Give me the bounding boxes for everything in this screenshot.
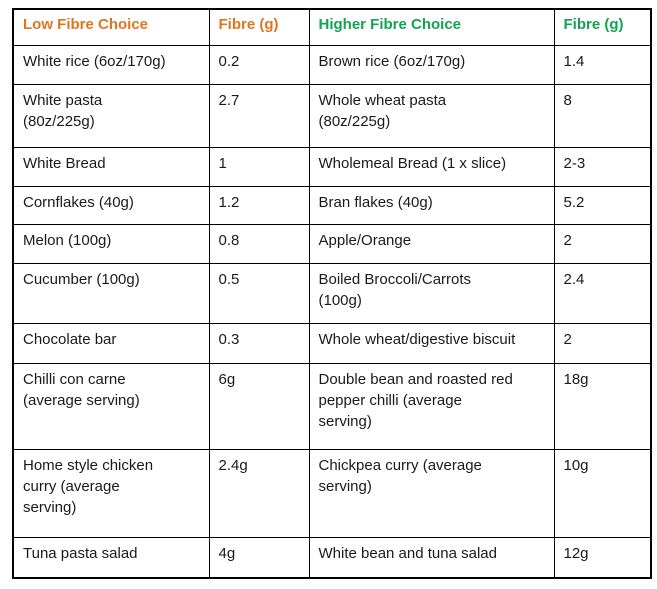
- cell-low-fibre-food: Cornflakes (40g): [12, 185, 210, 225]
- cell-higher-fibre-food: Brown rice (6oz/170g): [308, 44, 555, 85]
- cell-higher-fibre-grams: 8: [553, 83, 652, 148]
- cell-low-fibre-food: Cucumber (100g): [12, 262, 210, 324]
- cell-higher-fibre-food: White bean and tuna salad: [308, 536, 555, 579]
- cell-low-fibre-grams: 6g: [208, 362, 310, 450]
- table-row: Home style chicken curry (average servin…: [12, 448, 652, 538]
- table-row: Chilli con carne (average serving) 6g Doub…: [12, 362, 652, 450]
- header-low-fibre-grams: Fibre (g): [208, 8, 310, 46]
- table-header: Low Fibre Choice Fibre (g) Higher Fibre …: [12, 8, 652, 46]
- cell-low-fibre-grams: 1: [208, 146, 310, 187]
- cell-higher-fibre-grams: 2: [553, 223, 652, 264]
- cell-higher-fibre-food: Chickpea curry (average serving): [308, 448, 555, 538]
- header-low-fibre-choice: Low Fibre Choice: [12, 8, 210, 46]
- cell-low-fibre-food: Chocolate bar: [12, 322, 210, 364]
- cell-low-fibre-food: Home style chicken curry (average servin…: [12, 448, 210, 538]
- cell-low-fibre-grams: 2.4g: [208, 448, 310, 538]
- cell-higher-fibre-grams: 2: [553, 322, 652, 364]
- cell-low-fibre-food: White pasta (80z/225g): [12, 83, 210, 148]
- cell-low-fibre-food: White Bread: [12, 146, 210, 187]
- header-row: Low Fibre Choice Fibre (g) Higher Fibre …: [12, 8, 652, 46]
- cell-higher-fibre-food: Whole wheat pasta (80z/225g): [308, 83, 555, 148]
- cell-higher-fibre-food: Whole wheat/digestive biscuit: [308, 322, 555, 364]
- table-row: Chocolate bar 0.3 Whole wheat/digestive bi…: [12, 322, 652, 364]
- table-row: White pasta (80z/225g) 2.7 Whole wheat pas…: [12, 83, 652, 148]
- cell-low-fibre-food: Chilli con carne (average serving): [12, 362, 210, 450]
- cell-higher-fibre-food: Double bean and roasted red pepper chill…: [308, 362, 555, 450]
- cell-higher-fibre-grams: 10g: [553, 448, 652, 538]
- table-row: Melon (100g) 0.8 Apple/Orange 2: [12, 223, 652, 264]
- cell-higher-fibre-grams: 5.2: [553, 185, 652, 225]
- cell-higher-fibre-grams: 1.4: [553, 44, 652, 85]
- cell-low-fibre-grams: 4g: [208, 536, 310, 579]
- fibre-comparison-table: Low Fibre Choice Fibre (g) Higher Fibre …: [12, 8, 652, 579]
- cell-higher-fibre-food: Wholemeal Bread (1 x slice): [308, 146, 555, 187]
- cell-higher-fibre-food: Boiled Broccoli/Carrots (100g): [308, 262, 555, 324]
- cell-higher-fibre-food: Bran flakes (40g): [308, 185, 555, 225]
- cell-higher-fibre-grams: 12g: [553, 536, 652, 579]
- table-row: Cornflakes (40g) 1.2 Bran flakes (40g) 5.2: [12, 185, 652, 225]
- table-row: Cucumber (100g) 0.5 Boiled Broccoli/Carrot…: [12, 262, 652, 324]
- table-row: White Bread 1 Wholemeal Bread (1 x slice) 2…: [12, 146, 652, 187]
- cell-low-fibre-food: White rice (6oz/170g): [12, 44, 210, 85]
- header-higher-fibre-grams: Fibre (g): [553, 8, 652, 46]
- cell-low-fibre-grams: 0.3: [208, 322, 310, 364]
- table-body: White rice (6oz/170g) 0.2 Brown rice (6oz/…: [12, 44, 652, 579]
- cell-low-fibre-grams: 0.8: [208, 223, 310, 264]
- cell-higher-fibre-grams: 2.4: [553, 262, 652, 324]
- table-row: White rice (6oz/170g) 0.2 Brown rice (6oz/…: [12, 44, 652, 85]
- cell-low-fibre-food: Melon (100g): [12, 223, 210, 264]
- cell-low-fibre-grams: 1.2: [208, 185, 310, 225]
- cell-low-fibre-grams: 0.5: [208, 262, 310, 324]
- cell-low-fibre-grams: 2.7: [208, 83, 310, 148]
- cell-higher-fibre-food: Apple/Orange: [308, 223, 555, 264]
- table-row: Tuna pasta salad 4g White bean and tuna sa…: [12, 536, 652, 579]
- cell-low-fibre-grams: 0.2: [208, 44, 310, 85]
- cell-higher-fibre-grams: 18g: [553, 362, 652, 450]
- fibre-comparison-wrapper: Low Fibre Choice Fibre (g) Higher Fibre …: [12, 8, 657, 579]
- cell-higher-fibre-grams: 2-3: [553, 146, 652, 187]
- header-higher-fibre-choice: Higher Fibre Choice: [308, 8, 555, 46]
- cell-low-fibre-food: Tuna pasta salad: [12, 536, 210, 579]
